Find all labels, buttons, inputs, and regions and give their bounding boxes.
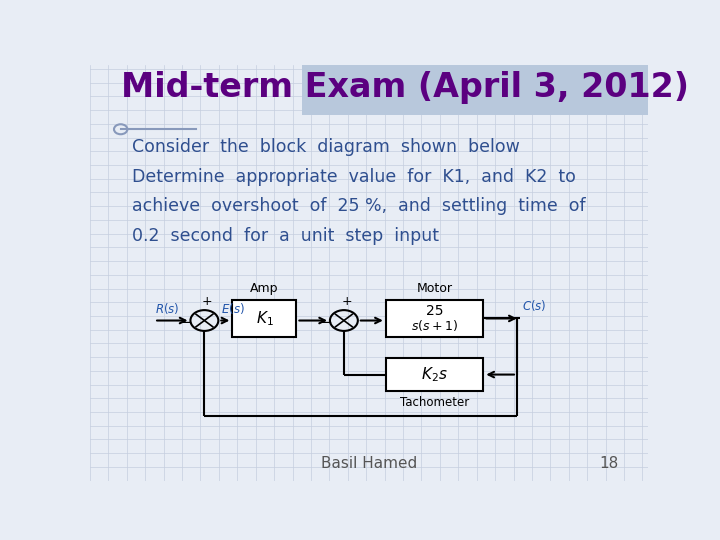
Text: 18: 18: [599, 456, 618, 471]
Text: −: −: [179, 315, 192, 330]
Text: +: +: [202, 295, 212, 308]
Text: −: −: [319, 315, 332, 330]
Bar: [386, 358, 483, 391]
Text: +: +: [341, 295, 352, 308]
Bar: [386, 300, 483, 337]
Text: $C(s)$: $C(s)$: [523, 299, 547, 313]
Text: Determine  appropriate  value  for  K1,  and  K2  to: Determine appropriate value for K1, and …: [132, 167, 576, 186]
Text: $K_1$: $K_1$: [256, 309, 273, 328]
Text: Motor: Motor: [417, 282, 453, 295]
Text: Mid-term Exam (April 3, 2012): Mid-term Exam (April 3, 2012): [121, 71, 689, 104]
Text: $K_2s$: $K_2s$: [421, 365, 448, 384]
Text: 25: 25: [426, 304, 444, 318]
Bar: [233, 300, 297, 337]
Text: Amp: Amp: [250, 282, 279, 295]
Text: achieve  overshoot  of  25 %,  and  settling  time  of: achieve overshoot of 25 %, and settling …: [132, 198, 585, 215]
Text: $R(s)$: $R(s)$: [156, 301, 180, 315]
Text: Consider  the  block  diagram  shown  below: Consider the block diagram shown below: [132, 138, 520, 156]
Bar: [302, 65, 648, 114]
Text: $E(s)$: $E(s)$: [221, 301, 245, 315]
Text: Tachometer: Tachometer: [400, 396, 469, 409]
Text: $s(s+1)$: $s(s+1)$: [411, 319, 458, 333]
Text: Basil Hamed: Basil Hamed: [321, 456, 417, 471]
Text: 0.2  second  for  a  unit  step  input: 0.2 second for a unit step input: [132, 227, 439, 245]
